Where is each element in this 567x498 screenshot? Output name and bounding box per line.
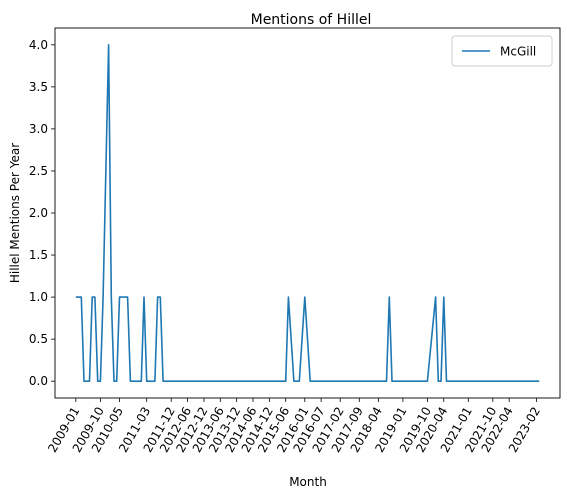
y-tick-label: 3.0 (29, 122, 48, 136)
y-axis-label: Hillel Mentions Per Year (8, 143, 22, 283)
series-line-mcgill (75, 43, 540, 383)
legend-box (451, 35, 553, 67)
series-layer (75, 43, 540, 383)
legend-label-mcgill: McGill (500, 45, 536, 59)
y-tick-label: 1.5 (29, 248, 48, 262)
y-tick-label: 3.5 (29, 80, 48, 94)
y-tick-label: 2.0 (29, 206, 48, 220)
chart-title: Mentions of Hillel (251, 12, 372, 28)
y-axis: 0.0 0.5 1.0 1.5 2.0 2.5 3.0 3.5 4.0 (29, 38, 55, 388)
y-tick-label: 0.0 (29, 374, 48, 388)
x-axis-label: Month (289, 475, 327, 489)
y-tick-label: 0.5 (29, 332, 48, 346)
y-tick-label: 2.5 (29, 164, 48, 178)
y-tick-label: 4.0 (29, 38, 48, 52)
legend: McGill (451, 35, 553, 67)
y-tick-label: 1.0 (29, 290, 48, 304)
